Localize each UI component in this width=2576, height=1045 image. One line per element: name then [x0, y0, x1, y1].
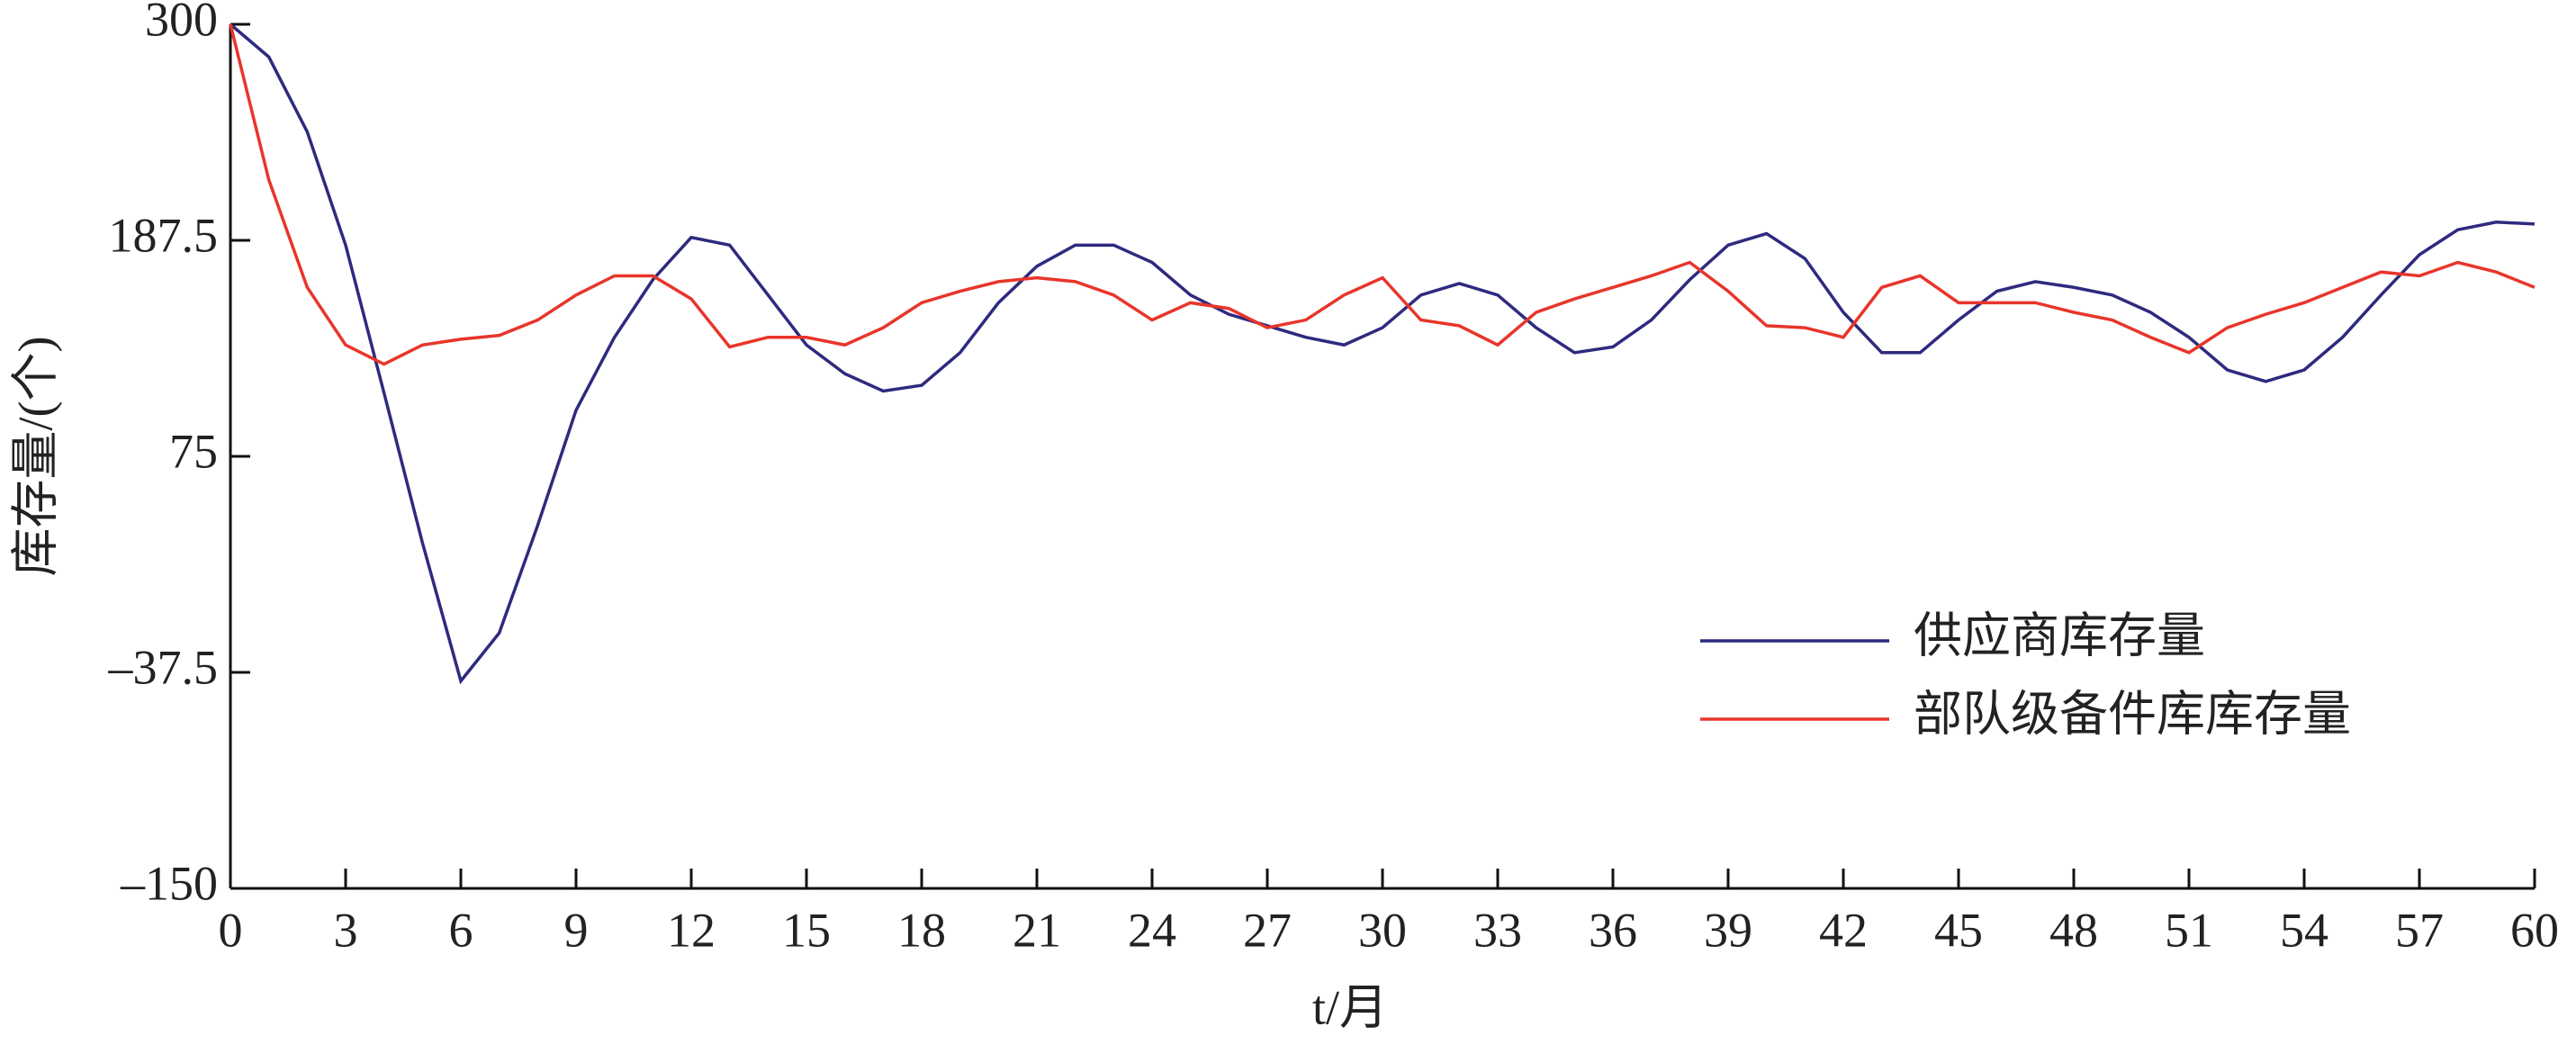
- x-tick-label: 36: [1589, 903, 1637, 957]
- x-tick-label: 9: [564, 903, 589, 957]
- x-tick-label: 30: [1358, 903, 1407, 957]
- x-axis-label: t/月: [1312, 980, 1388, 1034]
- y-tick-label: –37.5: [108, 640, 219, 694]
- legend-label: 部队级备件库库存量: [1914, 687, 2351, 741]
- y-axis-label: 库存量/(个): [8, 337, 62, 577]
- x-tick-label: 6: [449, 903, 473, 957]
- y-tick-label: 187.5: [109, 208, 219, 262]
- x-tick-label: 21: [1013, 903, 1061, 957]
- x-tick-label: 57: [2395, 903, 2444, 957]
- series-line: [229, 23, 2535, 685]
- x-tick-label: 45: [1934, 903, 1983, 957]
- x-tick-label: 39: [1704, 903, 1752, 957]
- series-line: [229, 23, 2535, 366]
- x-tick-label: 24: [1128, 903, 1176, 957]
- x-tick-label: 3: [334, 903, 358, 957]
- x-tick-label: 33: [1473, 903, 1522, 957]
- legend-label: 供应商库存量: [1914, 608, 2205, 662]
- x-tick-label: 12: [667, 903, 716, 957]
- x-tick-label: 15: [782, 903, 831, 957]
- x-tick-label: 54: [2280, 903, 2328, 957]
- x-tick-label: 48: [2049, 903, 2098, 957]
- x-tick-label: 18: [897, 903, 946, 957]
- x-tick-label: 51: [2165, 903, 2213, 957]
- y-tick-label: 300: [145, 0, 218, 46]
- x-tick-label: 27: [1243, 903, 1292, 957]
- y-tick-label: –150: [120, 856, 218, 910]
- x-tick-label: 60: [2510, 903, 2559, 957]
- y-tick-label: 75: [169, 424, 218, 478]
- x-tick-label: 0: [219, 903, 243, 957]
- x-tick-label: 42: [1819, 903, 1868, 957]
